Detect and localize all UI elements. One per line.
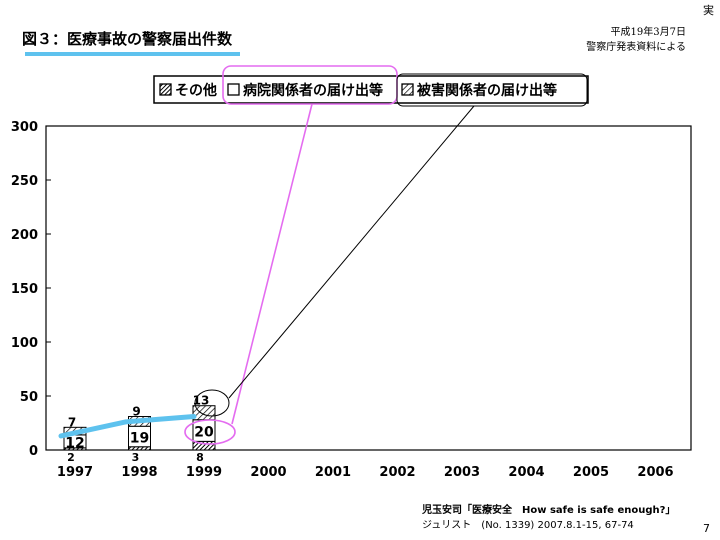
x-tick-label: 2004 [508,465,544,480]
data-label: 3 [132,451,140,464]
citation-title: 児玉安司「医療安全 How safe is safe enough?」 [422,505,676,516]
annotation-connector [228,105,475,399]
highlight-ring-hospital-1999 [184,419,236,445]
source-date: 平成19年3月7日 [610,27,686,38]
data-label: 7 [68,415,76,429]
plot-area [45,125,692,451]
source-note: 平成19年3月7日 警察庁発表資料による [586,25,686,55]
trend-line [58,414,197,439]
y-tick-label: 100 [11,336,38,351]
annotation-ring-victim-1999 [194,389,230,417]
data-label: 2 [67,451,75,464]
data-label: 19 [130,431,149,447]
x-tick-label: 2000 [250,465,286,480]
x-tick-label: 2002 [379,465,415,480]
y-tick-label: 200 [11,228,38,243]
title-underline [25,52,240,56]
x-tick-label: 1999 [186,465,222,480]
y-tick-label: 50 [20,390,38,405]
x-tick-label: 2005 [573,465,609,480]
y-tick-label: 150 [11,282,38,297]
x-tick-label: 1998 [121,465,157,480]
x-tick-label: 2003 [444,465,480,480]
legend-swatch [159,83,172,96]
data-label: 8 [196,451,204,464]
y-tick-label: 250 [11,174,38,189]
data-label: 20 [194,425,214,441]
legend-swatch [227,83,240,96]
corner-mark: 実 [703,4,714,17]
x-tick-label: 2006 [637,465,673,480]
x-tick-label: 2001 [315,465,351,480]
citation: 児玉安司「医療安全 How safe is safe enough?」 ジュリス… [422,503,675,533]
y-tick-label: 300 [11,120,38,135]
legend-entry: 被害関係者の届け出等 [417,82,557,99]
page-number: 7 [703,522,710,535]
data-label: 12 [65,435,84,451]
x-tick-label: 1997 [57,465,93,480]
data-label: 9 [132,405,140,419]
source-origin: 警察庁発表資料による [586,42,686,53]
citation-source: ジュリスト (No. 1339) 2007.8.1-15, 67-74 [422,520,634,531]
legend-box [153,75,589,104]
highlight-connector [231,103,313,425]
y-tick-label: 0 [29,444,38,459]
legend-swatch [401,83,414,96]
highlight-legend-victim [396,73,588,107]
legend-entry: 病院関係者の届け出等 [243,82,383,99]
slide-title: 図３：医療事故の警察届出件数 [22,30,233,48]
legend-entry: その他 [175,82,217,99]
